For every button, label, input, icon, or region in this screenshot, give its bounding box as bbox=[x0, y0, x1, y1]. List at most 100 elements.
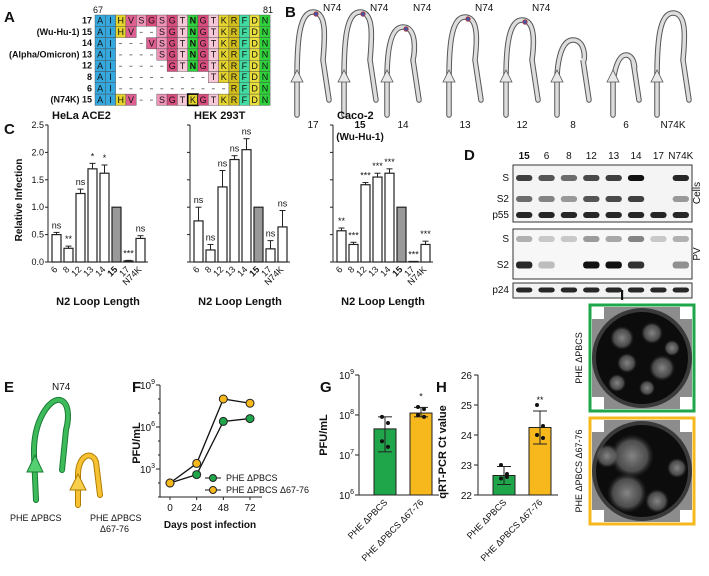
data-point bbox=[386, 444, 390, 449]
band-label: S2 bbox=[497, 194, 510, 205]
plaque bbox=[641, 322, 663, 344]
y-axis-label: PFU/mL bbox=[131, 422, 143, 464]
y-tick-label-base: 10 bbox=[140, 381, 152, 392]
residue-letter: F bbox=[242, 84, 248, 94]
band-cells-s bbox=[605, 175, 622, 181]
bar bbox=[51, 234, 62, 263]
data-point bbox=[541, 424, 545, 428]
band-cells-s2 bbox=[583, 196, 600, 202]
panel-label-a: A bbox=[4, 9, 15, 26]
band-label: S bbox=[502, 173, 509, 184]
chart-title: HEK 293T bbox=[194, 110, 246, 122]
structure-label: 6 bbox=[623, 120, 629, 131]
data-point bbox=[541, 436, 545, 440]
y-tick-label: 108 bbox=[339, 409, 354, 422]
residue-letter: K bbox=[221, 95, 227, 105]
residue-letter: H bbox=[118, 95, 125, 105]
bar bbox=[87, 168, 98, 263]
residue-letter: R bbox=[231, 27, 238, 37]
bar bbox=[396, 206, 407, 263]
y-tick-label: 23 bbox=[461, 461, 473, 472]
variant-name: (N74K) bbox=[50, 95, 79, 105]
residue-letter: K bbox=[221, 61, 227, 71]
residue-letter: I bbox=[109, 72, 112, 82]
residue-letter: T bbox=[180, 38, 186, 48]
band-label: S bbox=[502, 234, 509, 245]
y-tick-label-base: 10 bbox=[339, 371, 351, 382]
residue-letter: N bbox=[262, 95, 269, 105]
band-label: S2 bbox=[497, 260, 510, 271]
residue-letter: T bbox=[211, 61, 217, 71]
residue-letter: G bbox=[200, 38, 207, 48]
residue-letter: A bbox=[97, 84, 103, 94]
y-tick-label: 106 bbox=[339, 489, 354, 502]
n74-sidechain bbox=[313, 11, 319, 17]
cells-label: Cells bbox=[692, 182, 703, 204]
y-tick-label-base: 10 bbox=[339, 411, 351, 422]
residue-letter: I bbox=[109, 16, 112, 26]
residue-letter: K bbox=[221, 72, 227, 82]
band-pv-s2 bbox=[583, 261, 600, 269]
n74-sidechain bbox=[360, 11, 366, 17]
y-tick-label-exp: 6 bbox=[350, 489, 354, 496]
bar bbox=[384, 172, 395, 263]
residue-letter: A bbox=[97, 72, 103, 82]
residue-letter: N bbox=[190, 16, 197, 26]
residue-letter: I bbox=[109, 27, 112, 37]
band-p24 bbox=[605, 287, 622, 293]
beta-strand-arrow bbox=[290, 69, 304, 83]
residue-letter: K bbox=[221, 27, 227, 37]
variant-name: (Alpha/Omicron) bbox=[9, 49, 80, 59]
residue-letter: I bbox=[109, 95, 112, 105]
panel-label-e: E bbox=[4, 379, 14, 396]
beta-strand-arrow bbox=[380, 69, 394, 83]
n74-label: N74 bbox=[323, 3, 342, 14]
alignment-row-label: 6 bbox=[87, 83, 92, 93]
structure-label: N74K bbox=[660, 120, 685, 131]
residue-letter: G bbox=[169, 27, 176, 37]
band-pv-s bbox=[672, 236, 689, 242]
band-p24 bbox=[516, 287, 533, 293]
y-tick-label-exp: 8 bbox=[350, 409, 354, 416]
residue-letter: F bbox=[242, 38, 248, 48]
y-axis-label: Relative Infection bbox=[14, 159, 25, 242]
residue-letter: G bbox=[169, 50, 176, 60]
plaque bbox=[667, 458, 687, 478]
residue-letter: S bbox=[159, 38, 165, 48]
y-tick-label-base: 10 bbox=[339, 451, 351, 462]
residue-letter: F bbox=[242, 61, 248, 71]
plate-corner bbox=[592, 510, 604, 522]
lane-label: 8 bbox=[566, 151, 572, 162]
band-p24 bbox=[672, 287, 689, 293]
y-tick-label: 1.0 bbox=[31, 202, 44, 212]
band-p24 bbox=[560, 287, 578, 293]
significance-label: *** bbox=[348, 230, 359, 240]
x-tick-label: 6 bbox=[191, 264, 202, 275]
series-line bbox=[169, 398, 251, 484]
lane-label: 14 bbox=[631, 151, 643, 162]
residue-letter: G bbox=[200, 50, 207, 60]
data-point bbox=[505, 475, 509, 479]
data-point bbox=[416, 413, 420, 417]
band-p55 bbox=[516, 212, 533, 218]
y-tick-label: 2.5 bbox=[31, 120, 44, 130]
residue-letter: H bbox=[118, 27, 125, 37]
residue-letter: S bbox=[159, 50, 165, 60]
beta-strand-arrow bbox=[69, 472, 87, 491]
panel-label-f: F bbox=[132, 379, 141, 396]
residue-letter: I bbox=[109, 84, 112, 94]
band-cells-s2 bbox=[560, 196, 578, 202]
alignment-row-label: (Alpha/Omicron) 13 bbox=[9, 49, 92, 59]
significance-label: * bbox=[91, 151, 95, 161]
residue-letter: S bbox=[138, 16, 144, 26]
y-tick-label-base: 10 bbox=[140, 465, 152, 476]
band-pv-s2 bbox=[672, 261, 689, 269]
residue-letter: A bbox=[97, 61, 103, 71]
residue-letter: D bbox=[251, 61, 258, 71]
x-tick-label: 6 bbox=[49, 264, 60, 275]
band-p24 bbox=[583, 287, 600, 293]
x-tick-label: 6 bbox=[334, 264, 345, 275]
loop-length: 15 bbox=[82, 95, 92, 105]
band-p55 bbox=[672, 212, 689, 218]
band-cells-s bbox=[672, 175, 689, 181]
